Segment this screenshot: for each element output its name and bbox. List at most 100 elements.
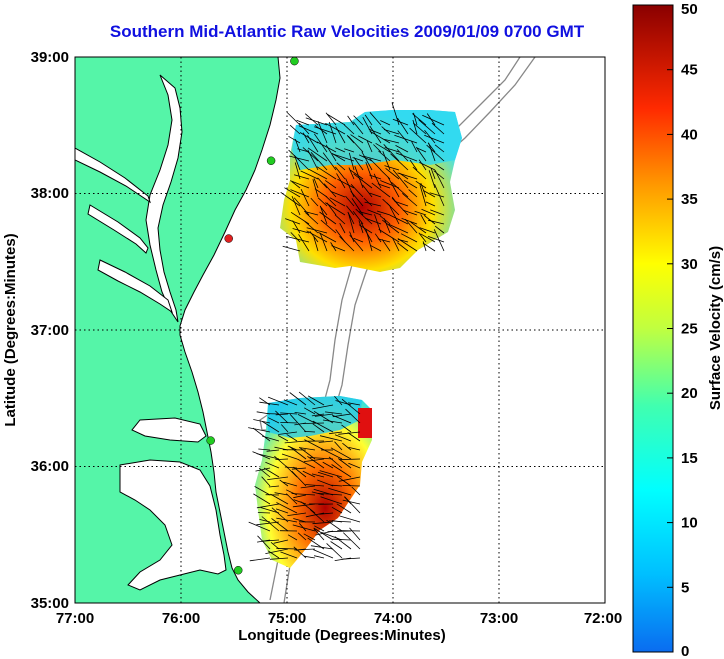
- velocity-arrow: [293, 466, 307, 478]
- velocity-arrow: [394, 200, 409, 207]
- velocity-arrow: [293, 174, 310, 180]
- velocity-arrow: [430, 209, 445, 216]
- velocity-arrow: [419, 227, 436, 234]
- velocity-arrow: [348, 167, 355, 180]
- velocity-arrow: [339, 223, 346, 234]
- velocity-arrow: [307, 147, 328, 162]
- colorbar-tick-label: 15: [681, 450, 698, 467]
- velocity-arrow: [313, 237, 319, 252]
- velocity-arrow: [397, 242, 409, 252]
- velocity-arrow: [294, 155, 301, 171]
- lon-tick: 73:00: [480, 610, 518, 627]
- velocity-arrow: [422, 241, 427, 252]
- velocity-arrow: [248, 521, 271, 532]
- velocity-arrow: [248, 427, 271, 433]
- velocity-arrow: [304, 113, 319, 126]
- velocity-arrow: [391, 182, 409, 198]
- plot-frame: [74, 56, 606, 604]
- velocity-arrow: [336, 162, 346, 171]
- velocity-arrow: [261, 476, 271, 487]
- velocity-arrow: [341, 424, 352, 433]
- velocity-arrow: [334, 395, 343, 406]
- velocity-arrow: [420, 233, 436, 243]
- velocity-arrow: [257, 535, 271, 550]
- velocity-arrow: [310, 152, 328, 171]
- station-marker: [290, 57, 299, 66]
- velocity-arrow: [335, 147, 346, 153]
- velocity-arrow: [331, 245, 346, 252]
- velocity-arrow: [296, 119, 310, 126]
- velocity-arrow: [412, 119, 418, 135]
- velocity-arrow: [277, 435, 289, 442]
- velocity-arrow: [411, 141, 418, 153]
- velocity-arrow: [350, 134, 364, 144]
- velocity-arrow: [252, 427, 271, 442]
- velocity-arrow: [341, 557, 361, 560]
- velocity-arrow: [261, 539, 280, 542]
- velocity-arrow: [362, 184, 373, 198]
- velocity-arrow: [286, 112, 301, 126]
- colorbar-tick-label: 0: [681, 643, 689, 659]
- velocity-arrow: [402, 209, 418, 216]
- velocity-arrow: [274, 455, 289, 469]
- velocity-arrow: [291, 195, 301, 216]
- lon-tick: 72:00: [584, 610, 622, 627]
- velocity-arrow: [418, 159, 427, 171]
- velocity-arrow: [420, 214, 427, 225]
- velocity-arrow: [331, 506, 343, 514]
- velocity-arrow: [369, 244, 382, 252]
- velocity-arrow: [263, 467, 280, 478]
- velocity-arrow: [313, 178, 319, 189]
- lon-tick: 74:00: [374, 610, 412, 627]
- velocity-arrow: [336, 475, 352, 487]
- velocity-arrow: [352, 211, 364, 225]
- velocity-arrow: [313, 549, 334, 559]
- velocity-arrow: [309, 509, 325, 523]
- velocity-arrow: [318, 493, 343, 496]
- velocity-arrow: [364, 201, 382, 207]
- velocity-arrow: [256, 503, 280, 509]
- station-marker: [233, 565, 243, 575]
- velocity-arrow: [317, 121, 328, 144]
- velocity-arrow: [383, 129, 400, 135]
- velocity-arrow: [252, 451, 271, 460]
- velocity-arrow: [276, 547, 298, 550]
- velocity-arrow: [292, 220, 301, 234]
- velocity-arrow: [373, 144, 382, 153]
- colorbar-gradient: [632, 4, 674, 653]
- velocity-arrow: [409, 127, 427, 144]
- velocity-arrow: [319, 206, 328, 216]
- velocity-arrow: [259, 401, 280, 406]
- velocity-arrow: [329, 197, 346, 207]
- velocity-arrow: [323, 183, 337, 198]
- velocity-arrow: [311, 413, 325, 417]
- velocity-arrow: [332, 538, 352, 541]
- velocity-arrow: [428, 142, 436, 162]
- velocity-arrow: [307, 149, 319, 171]
- velocity-arrow: [377, 238, 391, 243]
- velocity-arrow: [269, 557, 289, 560]
- velocity-arrow: [415, 180, 427, 189]
- velocity-arrow: [397, 172, 418, 180]
- velocity-arrow: [306, 230, 328, 243]
- velocity-arrow: [404, 218, 418, 234]
- velocity-arrow: [309, 457, 334, 460]
- pamlico-sound: [119, 459, 227, 591]
- velocity-arrow: [322, 461, 334, 469]
- velocity-arrow: [320, 219, 337, 234]
- velocity-arrow: [434, 170, 445, 189]
- velocity-arrow: [257, 512, 271, 514]
- velocity-arrow: [331, 484, 343, 487]
- velocity-arrow: [253, 419, 271, 424]
- velocity-arrow: [412, 113, 427, 126]
- velocity-arrow: [310, 197, 319, 207]
- velocity-arrow: [267, 550, 280, 559]
- velocity-arrow: [392, 169, 409, 189]
- velocity-arrow: [265, 548, 289, 554]
- velocity-arrow: [254, 486, 271, 496]
- velocity-arrow: [270, 541, 280, 550]
- velocity-arrow: [303, 211, 319, 216]
- velocity-arrow: [265, 461, 280, 469]
- colorbar-tick-label: 45: [681, 62, 698, 79]
- colorbar-tick-label: 40: [681, 126, 698, 143]
